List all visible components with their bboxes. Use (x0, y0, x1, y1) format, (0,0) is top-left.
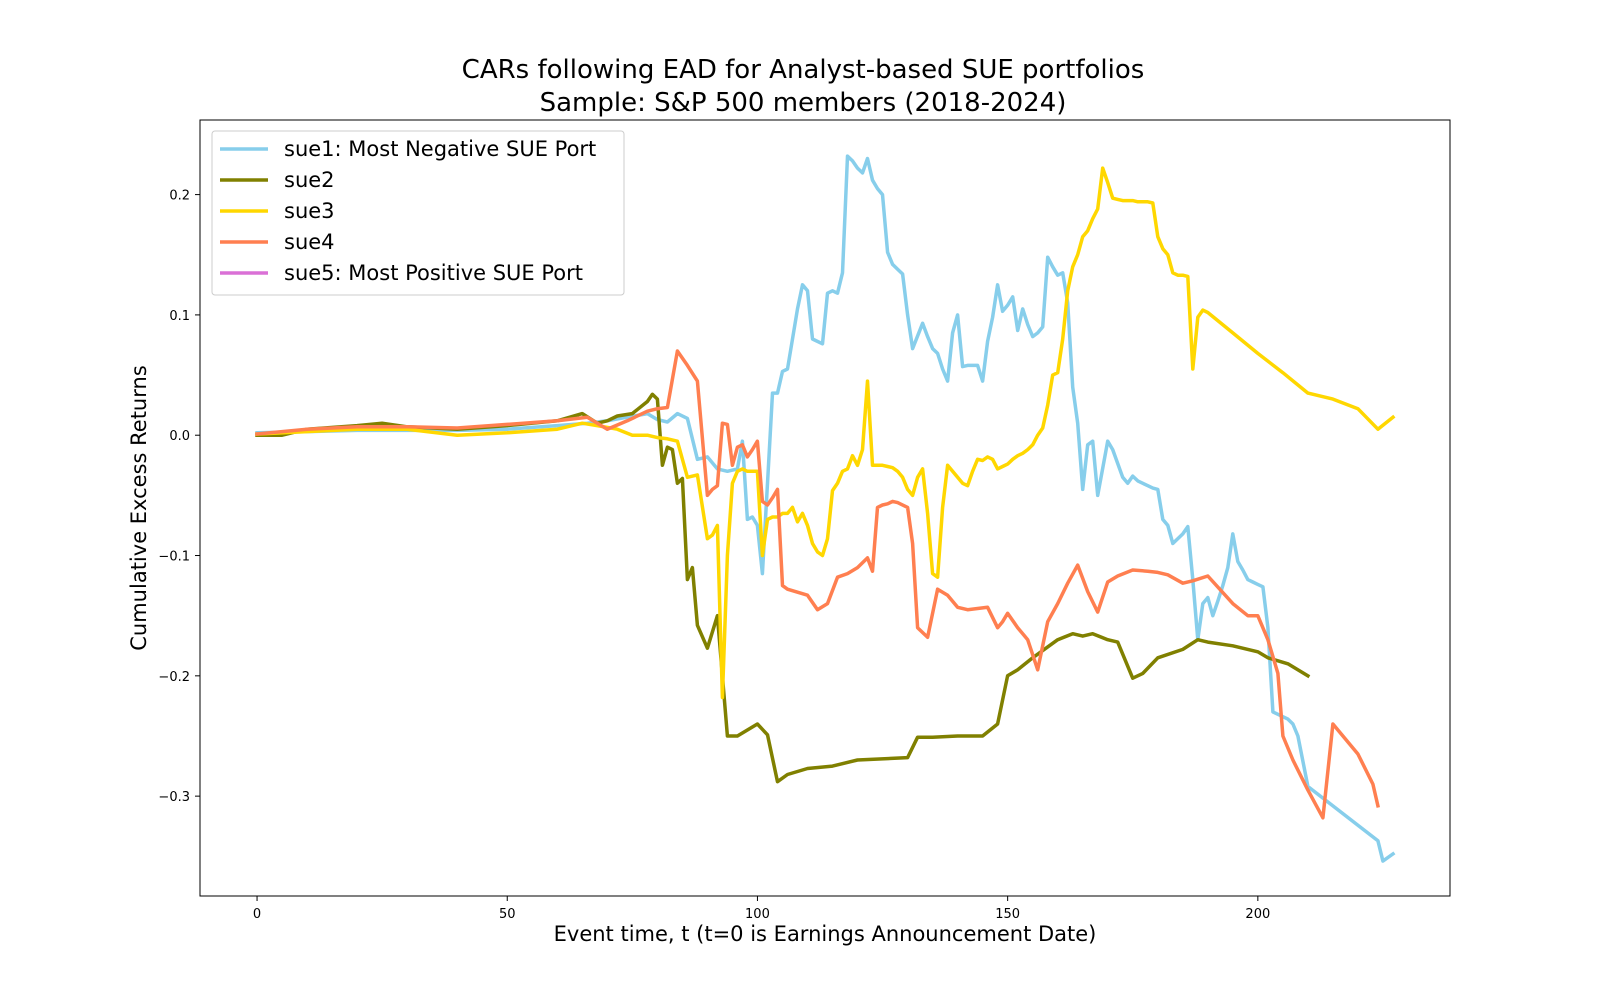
x-tick-label: 200 (1245, 907, 1270, 922)
y-axis-label: Cumulative Excess Returns (127, 365, 151, 651)
legend-label-sue3: sue3 (284, 199, 335, 223)
x-tick-label: 0 (253, 907, 261, 922)
y-tick-label: −0.3 (158, 790, 190, 805)
x-axis: 0 50 100 150 200 (253, 896, 1270, 922)
y-tick-label: −0.1 (158, 550, 190, 565)
y-tick-label: 0.1 (169, 309, 190, 324)
legend-label-sue4: sue4 (284, 230, 335, 254)
x-axis-label: Event time, t (t=0 is Earnings Announcem… (554, 922, 1097, 946)
series-line-sue1 (255, 154, 1396, 863)
chart-title-line-1: CARs following EAD for Analyst-based SUE… (462, 55, 1145, 85)
y-tick-label: 0.2 (169, 189, 190, 204)
x-tick-label: 50 (499, 907, 516, 922)
series-line-sue4 (255, 349, 1380, 820)
series-line-sue3 (255, 166, 1396, 700)
series-layer (255, 154, 1396, 863)
plot-frame (199, 119, 1451, 897)
legend-label-sue2: sue2 (284, 168, 335, 192)
y-tick-label: 0.0 (169, 429, 190, 444)
y-tick-label: −0.2 (158, 670, 190, 685)
x-tick-label: 150 (995, 907, 1020, 922)
legend-box (211, 130, 625, 296)
series-line-sue2 (255, 392, 1311, 784)
legend-label-sue1: sue1: Most Negative SUE Port (284, 137, 596, 161)
x-tick-label: 100 (745, 907, 770, 922)
y-axis: −0.3 −0.2 −0.1 0.0 0.1 0.2 (158, 189, 200, 805)
legend-label-sue5: sue5: Most Positive SUE Port (284, 261, 583, 285)
legend: sue1: Most Negative SUE Port sue2 sue3 sue4… (211, 130, 625, 296)
chart-title-line-2: Sample: S&P 500 members (2018-2024) (540, 88, 1067, 118)
